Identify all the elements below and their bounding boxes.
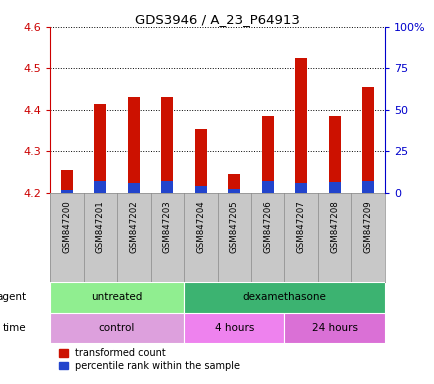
Bar [328, 182, 340, 193]
Bar [261, 116, 273, 193]
Text: 24 hours: 24 hours [311, 323, 357, 333]
Bar [184, 313, 284, 343]
Bar [261, 181, 273, 193]
Bar [328, 116, 340, 193]
Legend: transformed count, percentile rank within the sample: transformed count, percentile rank withi… [55, 344, 243, 375]
Bar [94, 181, 106, 193]
Text: agent: agent [0, 292, 26, 302]
Bar [61, 170, 72, 193]
Bar [362, 181, 373, 193]
Bar [128, 98, 139, 193]
Text: GSM847205: GSM847205 [229, 200, 238, 253]
Bar [94, 104, 106, 193]
Title: GDS3946 / A_23_P64913: GDS3946 / A_23_P64913 [135, 13, 299, 26]
Text: GSM847208: GSM847208 [329, 200, 339, 253]
Bar [61, 190, 72, 193]
Text: GSM847206: GSM847206 [263, 200, 272, 253]
Text: GSM847203: GSM847203 [162, 200, 171, 253]
Bar [228, 189, 240, 193]
Bar [228, 174, 240, 193]
Text: dexamethasone: dexamethasone [242, 292, 326, 302]
Text: GSM847200: GSM847200 [62, 200, 71, 253]
Text: 4 hours: 4 hours [214, 323, 253, 333]
Text: untreated: untreated [91, 292, 142, 302]
Bar [295, 183, 306, 193]
Text: GSM847204: GSM847204 [196, 200, 205, 253]
Bar [194, 186, 206, 193]
Bar [161, 181, 173, 193]
Text: GSM847201: GSM847201 [95, 200, 105, 253]
Bar [50, 313, 184, 343]
Bar [128, 183, 139, 193]
Bar [194, 129, 206, 193]
Bar [50, 282, 184, 313]
Text: GSM847202: GSM847202 [129, 200, 138, 253]
Bar [161, 98, 173, 193]
Text: GSM847209: GSM847209 [363, 200, 372, 253]
Bar [284, 313, 384, 343]
Bar [295, 58, 306, 193]
Bar [184, 282, 384, 313]
Text: GSM847207: GSM847207 [296, 200, 305, 253]
Bar [362, 87, 373, 193]
Text: control: control [99, 323, 135, 333]
Text: time: time [3, 323, 26, 333]
